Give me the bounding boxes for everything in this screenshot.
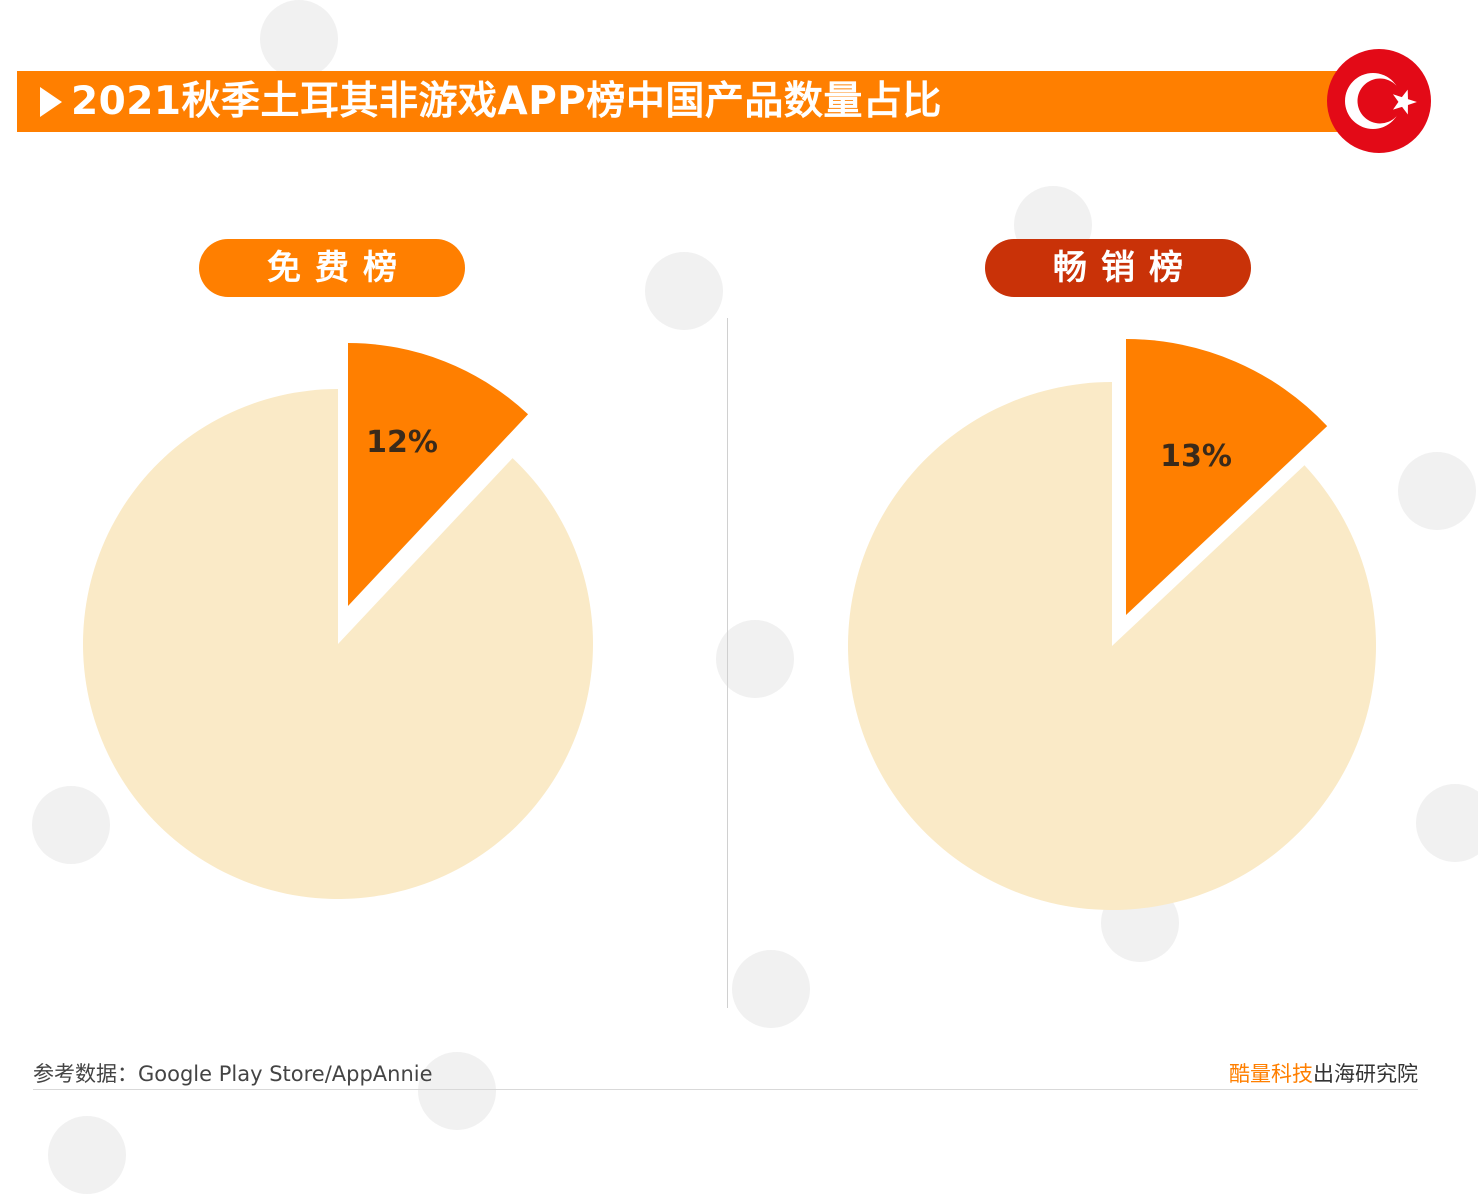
brand-credit: 酷量科技出海研究院 — [1229, 1058, 1418, 1088]
title-bar: 2021秋季土耳其非游戏APP榜中国产品数量占比 — [17, 71, 1357, 132]
watermark-logo — [32, 786, 110, 864]
free-chart-label: 免费榜 — [199, 239, 465, 297]
brand-accent: 酷量科技 — [1229, 1062, 1313, 1086]
chart-divider — [727, 318, 728, 1008]
watermark-logo — [732, 950, 810, 1028]
pie-charts: 12% 13% — [83, 339, 1376, 910]
watermark-logo — [1416, 784, 1478, 862]
watermark-logo — [645, 252, 723, 330]
pie-slice-rest — [848, 382, 1376, 910]
watermark-logo — [260, 0, 338, 78]
pie-slice-highlight — [348, 343, 529, 606]
watermark-logo — [418, 1052, 496, 1130]
watermark-logo — [1398, 452, 1476, 530]
footer-divider — [33, 1089, 1418, 1090]
brand-rest: 出海研究院 — [1313, 1062, 1418, 1086]
data-source: 参考数据：Google Play Store/AppAnnie — [33, 1062, 433, 1086]
watermark-logo — [716, 620, 794, 698]
pie-slice-rest — [83, 389, 594, 899]
pie-slice-label: 12% — [366, 425, 438, 460]
page-title: 2021秋季土耳其非游戏APP榜中国产品数量占比 — [71, 79, 942, 124]
pie-slice-highlight — [1126, 339, 1328, 615]
pie-slice-label: 13% — [1160, 439, 1232, 474]
grossing-chart-pie: 13% — [848, 339, 1376, 910]
grossing-chart-label: 畅销榜 — [985, 239, 1251, 297]
turkey-flag-icon — [1327, 49, 1431, 153]
free-chart-pie: 12% — [83, 343, 594, 899]
play-arrow-icon — [40, 87, 62, 117]
